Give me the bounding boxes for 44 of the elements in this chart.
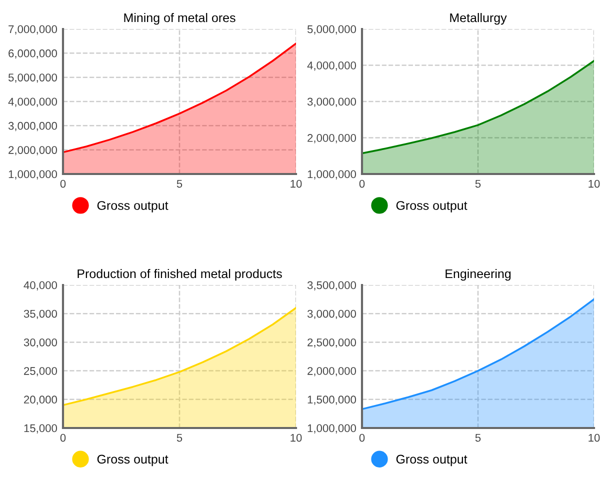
- y-tick-label: 30,000: [24, 338, 58, 348]
- legend-label: Gross output: [396, 454, 468, 466]
- y-tick-label: 20,000: [24, 396, 58, 405]
- y-tick-label: 2,500,000: [308, 338, 356, 348]
- y-tick-label: 40,000: [24, 281, 58, 290]
- x-tick-label: 5: [475, 434, 481, 442]
- chart-title: Metallurgy: [450, 12, 507, 25]
- y-tick-label: 1,500,000: [308, 396, 356, 405]
- y-tick-label: 1,000,000: [8, 170, 58, 180]
- legend-label: Gross output: [97, 201, 168, 212]
- x-tick-label: 0: [359, 180, 365, 188]
- y-tick-label: 3,500,000: [307, 281, 356, 290]
- y-tick-label: 2,000,000: [308, 367, 356, 376]
- x-tick-label: 5: [176, 434, 182, 442]
- y-tick-label: 3,000,000: [8, 122, 58, 132]
- y-tick-label: 3,000,000: [307, 310, 356, 320]
- y-tick-label: 1,000,000: [308, 170, 356, 180]
- y-tick-label: 2,000,000: [8, 146, 58, 156]
- x-tick-label: 0: [359, 434, 365, 442]
- x-tick-label: 0: [60, 180, 66, 188]
- legend-label: Gross output: [396, 201, 468, 212]
- legend-label: Gross output: [97, 454, 168, 466]
- y-tick-label: 5,000,000: [307, 25, 356, 34]
- y-tick-label: 15,000: [24, 424, 58, 434]
- chart-title: Production of finished metal products: [78, 268, 282, 281]
- x-tick-label: 5: [475, 180, 481, 188]
- x-tick-label: 10: [290, 434, 302, 442]
- y-tick-label: 25,000: [24, 367, 58, 376]
- y-tick-label: 4,000,000: [8, 98, 58, 107]
- y-tick-label: 3,000,000: [307, 98, 356, 107]
- chart-title: Engineering: [446, 268, 511, 281]
- y-tick-label: 5,000,000: [8, 74, 58, 83]
- y-tick-label: 1,000,000: [308, 424, 356, 434]
- x-tick-label: 0: [60, 434, 66, 442]
- y-tick-label: 35,000: [24, 310, 58, 320]
- x-tick-label: 5: [176, 180, 182, 188]
- y-tick-label: 2,000,000: [308, 134, 356, 144]
- chart-title: Mining of metal ores: [124, 12, 236, 25]
- x-tick-label: 10: [290, 180, 302, 188]
- y-tick-label: 6,000,000: [8, 49, 58, 59]
- x-tick-label: 10: [588, 180, 600, 188]
- y-tick-label: 4,000,000: [307, 62, 356, 71]
- x-tick-label: 10: [588, 434, 600, 442]
- y-tick-label: 7,000,000: [8, 25, 58, 34]
